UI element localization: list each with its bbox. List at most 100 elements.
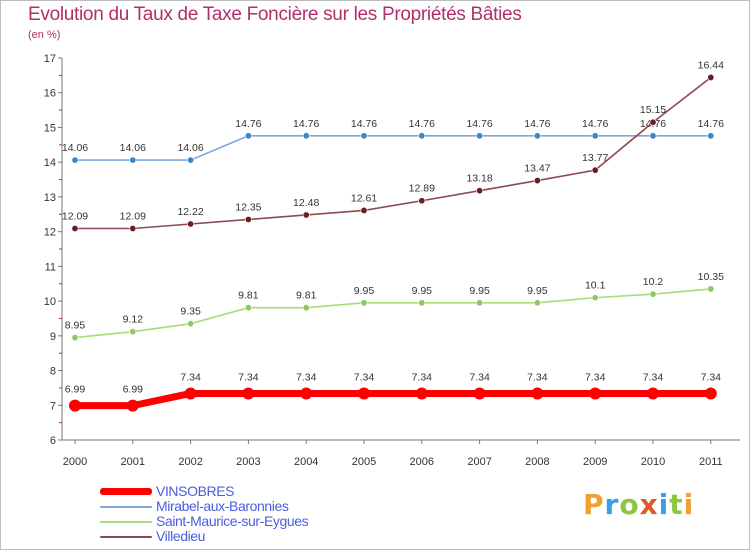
- data-point: [473, 387, 486, 400]
- data-point: [418, 197, 426, 205]
- data-label: 7.34: [412, 371, 433, 383]
- data-label: 9.95: [412, 285, 433, 297]
- data-label: 14.06: [120, 142, 146, 154]
- data-label: 6.99: [65, 384, 86, 396]
- logo-letter: t: [669, 488, 684, 521]
- y-tick-label: 13: [44, 192, 56, 204]
- data-label: 10.2: [643, 276, 664, 288]
- data-point: [589, 387, 602, 400]
- y-tick-label: 7: [50, 400, 56, 412]
- data-point: [360, 299, 368, 307]
- data-label: 6.99: [123, 384, 144, 396]
- data-point: [649, 118, 657, 126]
- legend-swatch: [100, 505, 152, 508]
- legend-label: Villedieu: [156, 528, 206, 544]
- data-point: [184, 387, 197, 400]
- x-tick-label: 2000: [63, 456, 87, 468]
- data-label: 14.76: [698, 118, 724, 130]
- data-label: 9.95: [469, 285, 490, 297]
- data-point: [187, 320, 195, 328]
- data-point: [647, 387, 659, 400]
- data-point: [591, 294, 599, 302]
- data-label: 13.47: [524, 163, 550, 175]
- data-label: 16.44: [698, 59, 724, 71]
- data-point: [300, 387, 313, 400]
- data-label: 10.1: [585, 280, 606, 292]
- data-point: [476, 132, 484, 140]
- data-point: [649, 132, 657, 140]
- data-label: 8.95: [65, 320, 86, 332]
- x-tick-label: 2008: [525, 456, 549, 468]
- data-label: 9.35: [180, 306, 201, 318]
- data-point: [415, 387, 428, 400]
- x-tick-label: 2004: [294, 456, 318, 468]
- legend-label: VINSOBRES: [156, 483, 235, 499]
- data-point: [418, 299, 426, 307]
- data-point: [244, 132, 252, 140]
- legend-swatch: [100, 535, 152, 538]
- data-point: [591, 132, 599, 140]
- data-point: [533, 177, 541, 185]
- data-label: 7.34: [354, 371, 375, 383]
- y-tick-label: 11: [45, 261, 56, 273]
- data-label: 10.35: [698, 271, 724, 283]
- y-tick-label: 16: [44, 88, 56, 100]
- y-tick-label: 17: [44, 53, 56, 65]
- legend-item-saint-maurice: Saint-Maurice-sur-Eygues: [100, 514, 309, 529]
- data-label: 14.06: [177, 142, 203, 154]
- y-tick-label: 6: [50, 435, 56, 447]
- data-label: 12.48: [293, 197, 319, 209]
- data-label: 7.34: [643, 371, 664, 383]
- data-point: [187, 156, 195, 164]
- data-label: 12.89: [409, 183, 435, 195]
- data-label: 7.34: [296, 371, 317, 383]
- data-label: 12.09: [120, 211, 146, 223]
- data-label: 7.34: [527, 371, 548, 383]
- x-tick-label: 2006: [410, 456, 434, 468]
- legend-item-villedieu: Villedieu: [100, 529, 308, 544]
- data-label: 7.34: [180, 371, 201, 383]
- series-line-2: [74, 288, 711, 339]
- data-label: 7.34: [585, 371, 606, 383]
- data-point: [302, 304, 310, 312]
- data-label: 12.61: [351, 192, 377, 204]
- legend-item-vinsobres: VINSOBRES: [100, 484, 308, 499]
- data-point: [418, 132, 426, 140]
- data-point: [533, 132, 541, 140]
- chart-subtitle: (en %): [28, 29, 61, 41]
- data-point: [707, 285, 715, 293]
- logo-letter: i: [683, 488, 695, 521]
- data-point: [129, 225, 137, 233]
- data-label: 12.22: [177, 206, 203, 218]
- x-tick-label: 2011: [699, 456, 723, 468]
- logo-letter: o: [619, 488, 640, 521]
- data-label: 14.76: [351, 118, 377, 130]
- x-tick-label: 2001: [121, 456, 145, 468]
- data-label: 15.15: [640, 104, 666, 116]
- x-tick-label: 2010: [641, 456, 665, 468]
- y-tick-label: 12: [44, 227, 56, 239]
- data-label: 12.09: [62, 211, 88, 223]
- data-point: [707, 73, 715, 81]
- x-tick-label: 2005: [352, 456, 376, 468]
- data-label: 13.18: [466, 173, 492, 185]
- y-tick-label: 10: [44, 296, 56, 308]
- logo-letter: x: [639, 488, 659, 521]
- data-label: 9.95: [354, 285, 375, 297]
- legend-swatch: [100, 520, 152, 523]
- x-tick-label: 2009: [583, 456, 607, 468]
- chart-title: Evolution du Taux de Taxe Foncière sur l…: [28, 4, 522, 25]
- data-point: [533, 299, 541, 307]
- data-label: 14.76: [235, 118, 261, 130]
- logo-letter: P: [583, 488, 605, 521]
- y-tick-label: 9: [50, 331, 56, 343]
- data-label: 12.35: [235, 201, 261, 213]
- series-line-1: [75, 134, 711, 161]
- data-point: [129, 156, 137, 164]
- data-point: [531, 387, 544, 400]
- series-line-0: [71, 389, 715, 410]
- series-line-3: [75, 76, 712, 230]
- legend: VINSOBRES Mirabel-aux-Baronnies Saint-Ma…: [100, 484, 309, 544]
